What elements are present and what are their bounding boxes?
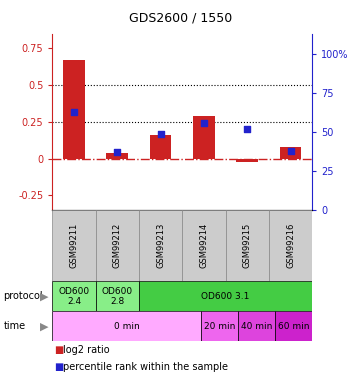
Text: GDS2600 / 1550: GDS2600 / 1550	[129, 11, 232, 24]
Bar	[182, 210, 226, 281]
Bar	[139, 281, 312, 311]
Point	[114, 149, 120, 155]
Text: 20 min: 20 min	[204, 322, 235, 331]
Bar	[63, 60, 85, 159]
Bar	[96, 281, 139, 311]
Bar	[52, 210, 96, 281]
Bar	[139, 210, 182, 281]
Bar	[193, 116, 215, 159]
Point	[201, 120, 207, 126]
Text: time: time	[4, 321, 26, 331]
Text: 0 min: 0 min	[114, 322, 139, 331]
Point	[244, 126, 250, 132]
Bar	[238, 311, 275, 341]
Bar	[275, 311, 312, 341]
Text: 60 min: 60 min	[278, 322, 309, 331]
Bar	[106, 153, 128, 159]
Text: ▶: ▶	[40, 321, 49, 331]
Text: GSM99214: GSM99214	[200, 223, 208, 268]
Text: ■: ■	[54, 362, 64, 372]
Text: OD600 3.1: OD600 3.1	[201, 292, 250, 301]
Bar	[226, 210, 269, 281]
Point	[158, 130, 164, 136]
Text: ■: ■	[54, 345, 64, 355]
Bar	[52, 281, 96, 311]
Text: 40 min: 40 min	[241, 322, 272, 331]
Bar	[269, 210, 312, 281]
Bar	[52, 311, 201, 341]
Text: OD600
2.8: OD600 2.8	[102, 286, 133, 306]
Bar	[201, 311, 238, 341]
Text: OD600
2.4: OD600 2.4	[58, 286, 90, 306]
Text: GSM99213: GSM99213	[156, 223, 165, 268]
Text: log2 ratio: log2 ratio	[63, 345, 110, 355]
Bar	[236, 159, 258, 162]
Bar	[150, 135, 171, 159]
Bar	[96, 210, 139, 281]
Text: percentile rank within the sample: percentile rank within the sample	[63, 362, 228, 372]
Point	[288, 148, 293, 154]
Bar	[280, 147, 301, 159]
Text: GSM99211: GSM99211	[70, 223, 78, 268]
Text: GSM99216: GSM99216	[286, 223, 295, 268]
Point	[71, 109, 77, 115]
Text: protocol: protocol	[4, 291, 43, 301]
Text: ▶: ▶	[40, 291, 49, 301]
Text: GSM99215: GSM99215	[243, 223, 252, 268]
Text: GSM99212: GSM99212	[113, 223, 122, 268]
